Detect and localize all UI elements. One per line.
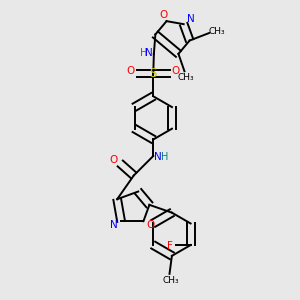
Text: O: O — [110, 155, 118, 165]
Text: S: S — [150, 67, 157, 80]
Text: O: O — [172, 66, 180, 76]
Text: N: N — [187, 14, 195, 24]
Text: O: O — [147, 220, 155, 230]
Text: CH₃: CH₃ — [178, 74, 194, 82]
Text: N: N — [146, 48, 153, 59]
Text: H: H — [140, 48, 147, 59]
Text: O: O — [159, 10, 168, 20]
Text: H: H — [161, 152, 168, 163]
Text: O: O — [127, 66, 135, 76]
Text: CH₃: CH₃ — [163, 276, 179, 285]
Text: F: F — [167, 241, 172, 251]
Text: N: N — [154, 152, 161, 163]
Text: N: N — [110, 220, 118, 230]
Text: CH₃: CH₃ — [208, 27, 225, 36]
